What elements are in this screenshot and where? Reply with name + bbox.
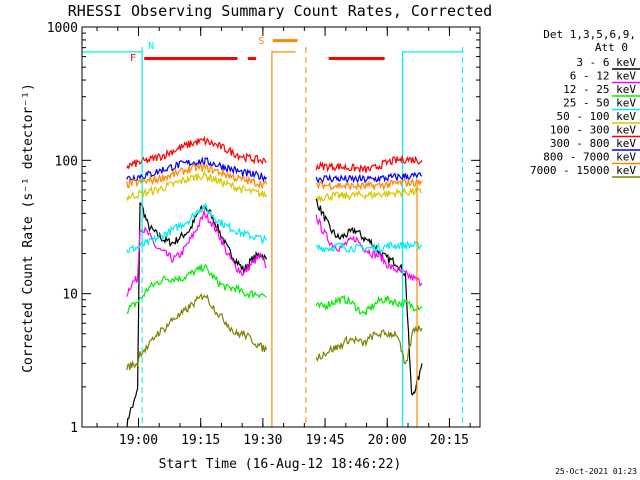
x-tick-label: 20:15 [430,433,469,448]
annotation-s: S [258,36,264,47]
series-line-1-1 [315,214,423,287]
annotation-n: N [148,41,154,52]
series-line-2-1 [315,294,423,316]
timestamp-label: 25-Oct-2021 01:23 [555,467,637,476]
plot-frame [81,26,481,428]
series-line-6-1 [315,171,423,184]
series-line-7-0 [126,163,268,190]
x-tick-label: 20:00 [368,433,407,448]
series-line-2-0 [126,263,267,315]
chart-title: RHESSI Observing Summary Count Rates, Co… [68,2,492,20]
x-tick-label: 19:30 [243,433,282,448]
series-line-7-2 [315,177,423,191]
legend-entry-label: 7000 - 15000 keV [530,164,636,177]
legend-entry-label: 6 - 12 keV [570,70,637,83]
plot-area: N F S 1 10 100 1000 19:00 19:15 19:30 19:45 20:00 20… [47,21,480,448]
legend-entry-label: 50 - 100 keV [557,110,637,123]
series-group [82,51,463,427]
series-line-1-0 [126,210,267,297]
legend-entry-label: 25 - 50 keV [563,97,636,110]
series-line-3-1 [126,202,268,254]
legend-entry-label: 100 - 300 keV [550,124,636,137]
series-line-5-1 [315,155,423,173]
series-line-7-1 [271,51,296,427]
series-line-4-1 [315,186,423,203]
legend-header-line1: Det 1,3,5,6,9, [543,28,636,41]
legend-header-line2: Att 0 [595,41,628,54]
series-line-3-0 [82,51,143,248]
y-tick-label: 10 [62,288,78,303]
x-tick-label: 19:45 [305,433,344,448]
legend-entry-label: 3 - 6 keV [576,56,636,69]
y-tick-label: 1 [70,421,78,436]
series-line-8-1 [315,325,423,364]
series-line-4-0 [126,169,267,203]
y-tick-label: 1000 [47,21,78,36]
legend-entry-label: 800 - 7000 keV [543,151,636,164]
x-axis-label: Start Time (16-Aug-12 18:46:22) [159,457,402,472]
y-axis-label: Corrected Count Rate (s⁻¹ detector⁻¹) [21,83,36,373]
series-line-0-1 [315,198,423,396]
series-line-6-0 [126,156,268,183]
legend-entry-label: 300 - 800 keV [550,137,636,150]
x-tick-label: 19:15 [181,433,220,448]
series-line-0-0 [126,202,268,427]
legend-entry-label: 12 - 25 keV [563,83,636,96]
y-tick-label: 100 [55,154,78,169]
series-line-8-0 [126,292,268,371]
series-line-3-3 [401,51,463,427]
series-line-5-0 [126,135,267,170]
series-line-3-2 [315,240,422,254]
x-tick-label: 19:00 [119,433,158,448]
annotation-f: F [130,53,136,64]
